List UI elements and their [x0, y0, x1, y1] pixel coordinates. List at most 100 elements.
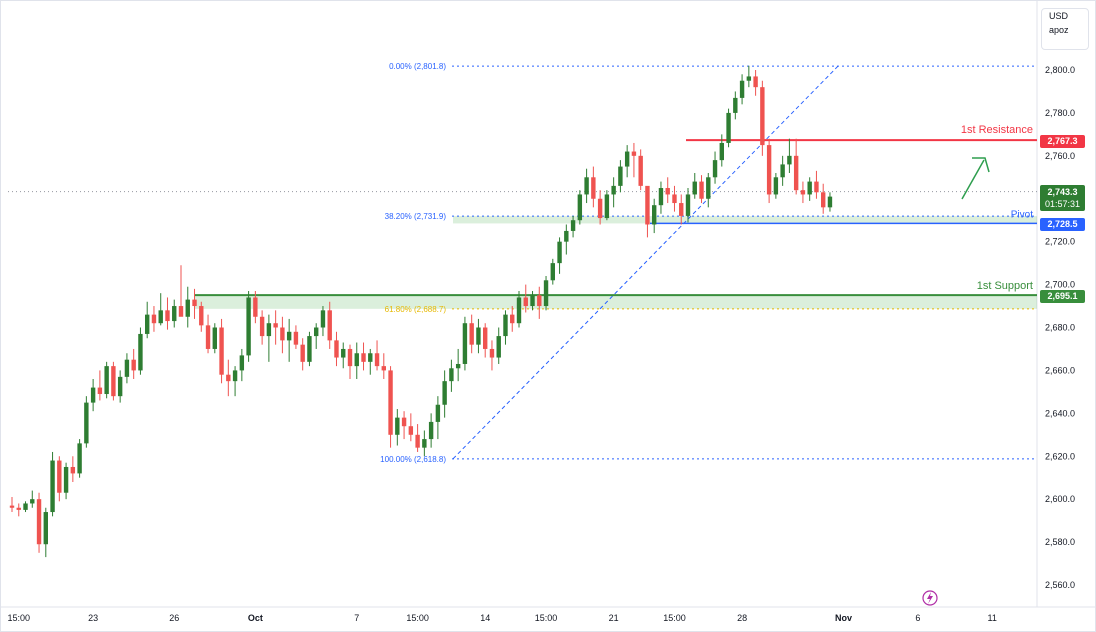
candle-down — [645, 185, 650, 225]
candle-up — [395, 417, 400, 435]
y-tick-label: 2,620.0 — [1045, 451, 1075, 461]
candle-up — [43, 512, 48, 545]
candle-down — [205, 325, 211, 349]
candle-up — [496, 336, 501, 358]
candle-down — [70, 466, 76, 474]
candle-down — [821, 192, 826, 208]
candle-down — [469, 323, 474, 345]
candle-down — [273, 323, 278, 328]
candle-up — [746, 76, 752, 81]
candle-down — [401, 417, 407, 427]
candle-up — [564, 230, 569, 242]
candle-up — [286, 331, 292, 341]
candle-down — [800, 190, 806, 195]
resistance-price-badge: 2,767.3 — [1040, 135, 1085, 148]
candle-down — [327, 310, 332, 341]
candle-down — [57, 460, 62, 493]
projection-arrow-head — [972, 157, 990, 173]
y-tick-label: 2,760.0 — [1045, 151, 1075, 161]
candle-up — [543, 280, 549, 307]
fib-level-label: 61.80% (2,688.7) — [385, 305, 447, 314]
x-tick-label: 28 — [737, 613, 747, 623]
candle-up — [428, 421, 434, 440]
candle-down — [111, 366, 116, 397]
candle-down — [408, 426, 414, 435]
candle-up — [158, 310, 163, 324]
candle-down — [672, 194, 677, 204]
candle-up — [584, 177, 589, 195]
candle-up — [557, 241, 562, 264]
y-tick-label: 2,780.0 — [1045, 108, 1075, 118]
candle-up — [435, 404, 441, 422]
candle-up — [652, 205, 657, 225]
scale-mode-label: apoz — [1049, 25, 1069, 35]
candle-up — [787, 155, 792, 165]
candle-down — [199, 306, 204, 326]
candle-up — [685, 194, 691, 216]
candle-down — [16, 507, 21, 510]
currency-label: USD — [1049, 11, 1069, 21]
candle-down — [814, 181, 819, 193]
support-zone — [195, 295, 1037, 309]
candle-down — [259, 316, 265, 337]
candle-up — [773, 177, 779, 195]
candle-down — [9, 505, 15, 508]
candle-down — [280, 327, 285, 341]
candle-up — [780, 164, 785, 178]
candle-up — [138, 333, 143, 371]
candle-up — [266, 323, 272, 337]
candle-up — [246, 297, 251, 356]
x-tick-label: Oct — [248, 613, 263, 623]
scale-box[interactable]: USD apoz — [1041, 8, 1089, 50]
x-tick-label: 21 — [609, 613, 619, 623]
candle-up — [733, 97, 738, 113]
candle-up — [104, 366, 109, 395]
candle-down — [591, 177, 596, 199]
candle-up — [320, 310, 326, 328]
candle-up — [212, 327, 217, 349]
candle-down — [36, 499, 42, 545]
x-tick-label: 11 — [988, 613, 997, 623]
pivot-price-badge: 2,728.5 — [1040, 218, 1085, 231]
candle-up — [185, 299, 190, 317]
x-tick-label: 6 — [915, 613, 920, 623]
y-tick-label: 2,560.0 — [1045, 580, 1075, 590]
y-tick-label: 2,720.0 — [1045, 237, 1075, 247]
candle-up — [124, 359, 130, 377]
candle-down — [97, 387, 103, 395]
candle-down — [638, 155, 643, 186]
candle-up — [706, 177, 711, 199]
candle-down — [631, 151, 637, 156]
y-tick-label: 2,640.0 — [1045, 408, 1075, 418]
x-tick-label: 15:00 — [535, 613, 558, 623]
x-tick-label: 7 — [354, 613, 359, 623]
candle-down — [483, 327, 488, 349]
candle-up — [570, 220, 576, 231]
candle-down — [679, 203, 684, 216]
candle-up — [172, 306, 177, 322]
candle-up — [449, 368, 454, 382]
candle-down — [760, 87, 765, 146]
candle-down — [219, 327, 224, 375]
candle-down — [510, 314, 515, 324]
candle-down — [151, 314, 157, 324]
y-tick-label: 2,680.0 — [1045, 323, 1075, 333]
candle-down — [131, 359, 136, 371]
fib-level-label: 0.00% (2,801.8) — [389, 62, 446, 71]
candle-up — [719, 142, 724, 161]
candle-up — [577, 194, 583, 221]
y-tick-label: 2,800.0 — [1045, 65, 1075, 75]
candle-up — [692, 181, 697, 195]
candle-up — [462, 323, 468, 364]
candle-up — [50, 460, 55, 513]
candle-up — [611, 185, 616, 195]
candle-down — [374, 353, 380, 367]
fib-level-label: 100.00% (2,618.8) — [380, 455, 446, 464]
candle-down — [347, 348, 353, 367]
countdown-timer: 01:57:31 — [1044, 199, 1081, 209]
current-price-badge: 2,743.3 01:57:31 — [1040, 185, 1085, 211]
candle-up — [530, 295, 535, 307]
y-tick-label: 2,600.0 — [1045, 494, 1075, 504]
